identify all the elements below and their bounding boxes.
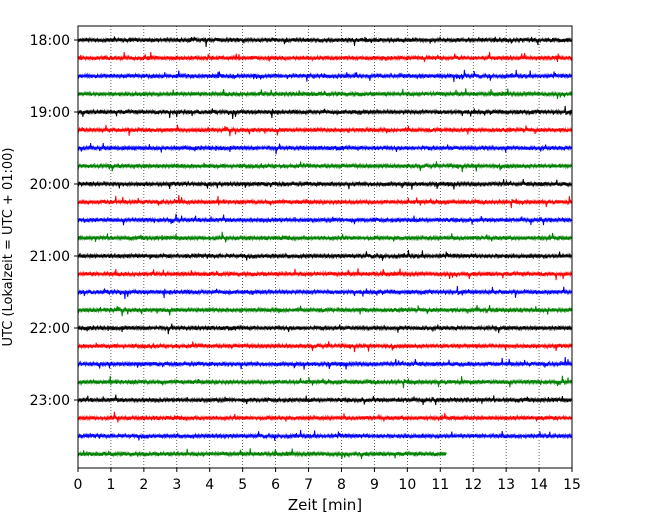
trace-2130 — [77, 285, 572, 299]
x-tick-label: 3 — [172, 477, 181, 493]
trace-2100 — [77, 249, 572, 261]
trace-2045 — [77, 231, 572, 243]
trace-2000 — [77, 179, 572, 190]
x-tick-label: 5 — [238, 477, 247, 493]
trace-2230 — [77, 357, 572, 370]
x-tick-label: 9 — [370, 477, 379, 493]
y-tick-label: 23:00 — [30, 393, 70, 409]
y-tick-label: 19:00 — [30, 105, 70, 121]
x-tick-label: 2 — [139, 477, 148, 493]
trace-2200 — [77, 323, 572, 335]
trace-1830 — [77, 69, 572, 82]
trace-2245 — [77, 375, 572, 389]
trace-2215 — [77, 341, 572, 353]
trace-1915 — [77, 124, 572, 137]
x-tick-label: 1 — [106, 477, 115, 493]
trace-2300 — [77, 394, 572, 406]
y-axis-ticks: 18:00 19:00 20:00 21:00 22:00 23:00 — [30, 33, 78, 409]
x-axis-ticks: 0 1 2 3 4 5 6 7 8 9 10 11 12 13 14 15 — [74, 468, 581, 493]
y-tick-label: 18:00 — [30, 33, 70, 49]
trace-1800 — [77, 36, 572, 47]
trace-1845 — [77, 88, 572, 99]
y-tick-label: 22:00 — [30, 321, 70, 337]
seismogram-traces — [77, 36, 572, 459]
trace-2115 — [77, 268, 572, 281]
plot-frame — [77, 25, 573, 469]
trace-2030 — [77, 213, 572, 226]
x-tick-label: 7 — [304, 477, 313, 493]
trace-2145 — [77, 304, 572, 317]
x-tick-label: 13 — [497, 477, 515, 493]
x-tick-label: 10 — [398, 477, 416, 493]
x-tick-label: 11 — [431, 477, 449, 493]
trace-2330 — [77, 429, 572, 441]
trace-1900 — [77, 105, 572, 119]
y-axis-label: UTC (Lokalzeit = UTC + 01:00) — [1, 148, 16, 347]
x-tick-label: 6 — [271, 477, 280, 493]
trace-1815 — [77, 51, 572, 63]
x-tick-label: 14 — [530, 477, 548, 493]
trace-1945 — [77, 161, 572, 173]
trace-2315 — [77, 411, 572, 423]
y-tick-label: 20:00 — [30, 177, 70, 193]
y-tick-label: 21:00 — [30, 249, 70, 265]
x-axis-label: Zeit [min] — [288, 496, 362, 514]
x-tick-label: 15 — [563, 477, 581, 493]
x-tick-label: 4 — [205, 477, 214, 493]
trace-2345 — [77, 448, 447, 459]
trace-1930 — [77, 142, 572, 155]
x-tick-label: 12 — [464, 477, 482, 493]
x-tick-label: 8 — [337, 477, 346, 493]
trace-2015 — [77, 195, 572, 209]
x-tick-label: 0 — [74, 477, 83, 493]
